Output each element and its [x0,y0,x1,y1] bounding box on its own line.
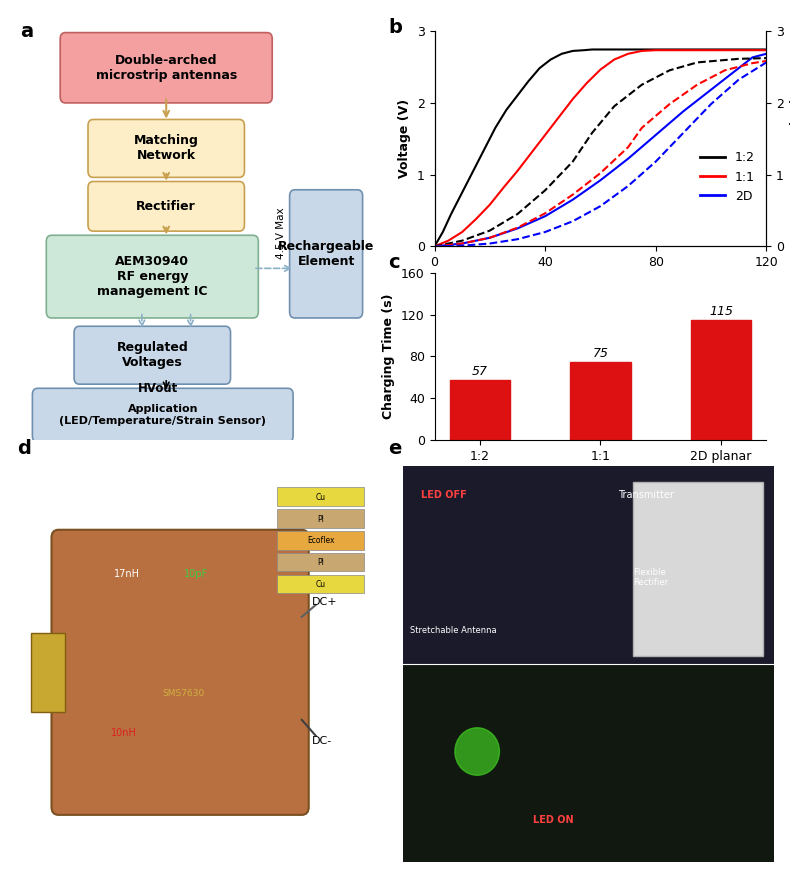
FancyBboxPatch shape [60,33,273,103]
Text: b: b [388,18,402,37]
Text: SMS7630: SMS7630 [163,689,205,698]
Text: AEM30940
RF energy
management IC: AEM30940 RF energy management IC [97,255,208,298]
Bar [691,319,751,440]
Bar [403,466,774,664]
FancyBboxPatch shape [51,530,309,815]
FancyBboxPatch shape [74,326,231,385]
Text: 5mm: 5mm [55,826,81,837]
Text: Ecoflex: Ecoflex [307,536,335,546]
Text: HVout: HVout [137,382,178,395]
Text: Application
(LED/Temperature/Strain Sensor): Application (LED/Temperature/Strain Sens… [59,405,266,426]
Circle shape [455,728,499,775]
Text: Cu: Cu [316,580,326,589]
Bar [277,510,364,528]
Bar [403,664,774,862]
Text: Flexible
Rectifier: Flexible Rectifier [633,568,668,587]
Text: DC-: DC- [312,736,333,745]
Text: e: e [388,439,401,458]
Bar [277,531,364,549]
Text: Matching
Network: Matching Network [134,135,198,163]
Text: 115: 115 [709,304,733,318]
Text: Transmitter: Transmitter [619,490,674,500]
Text: Rectifier: Rectifier [137,200,196,213]
Bar [277,553,364,571]
Text: d: d [17,439,31,458]
Legend: 1:2, 1:1, 2D: 1:2, 1:1, 2D [695,146,760,208]
X-axis label: Time (sec): Time (sec) [559,275,641,289]
Text: Cu: Cu [316,493,326,502]
Text: c: c [388,253,400,272]
Text: DC+: DC+ [312,597,338,607]
Y-axis label: Voltage (V): Voltage (V) [398,99,412,178]
FancyBboxPatch shape [88,181,244,231]
Bar [450,380,510,440]
Text: 17nH: 17nH [114,569,140,579]
Text: 10nH: 10nH [111,728,137,737]
Text: a: a [21,22,33,41]
FancyBboxPatch shape [47,235,258,318]
Text: 57: 57 [472,365,487,378]
Bar [633,482,763,656]
Y-axis label: Charging Time (s): Charging Time (s) [382,294,396,419]
FancyBboxPatch shape [32,388,293,442]
Text: PI: PI [318,515,325,524]
FancyBboxPatch shape [290,190,363,318]
Text: 75: 75 [592,347,608,360]
Bar [277,488,364,506]
FancyBboxPatch shape [88,120,244,178]
Bar [570,362,630,440]
Text: 10pF: 10pF [183,569,208,579]
Bar [31,633,66,712]
Text: Double-arched
microstrip antennas: Double-arched microstrip antennas [96,54,237,82]
Text: Rechargeable
Element: Rechargeable Element [278,240,374,268]
Text: LED OFF: LED OFF [422,490,467,500]
Text: LED ON: LED ON [532,815,574,825]
Text: Regulated
Voltages: Regulated Voltages [116,341,188,370]
Text: PI: PI [318,558,325,567]
Text: 4.5 V Max: 4.5 V Max [276,208,286,259]
Bar [277,575,364,593]
Text: Stretchable Antenna: Stretchable Antenna [410,626,497,634]
